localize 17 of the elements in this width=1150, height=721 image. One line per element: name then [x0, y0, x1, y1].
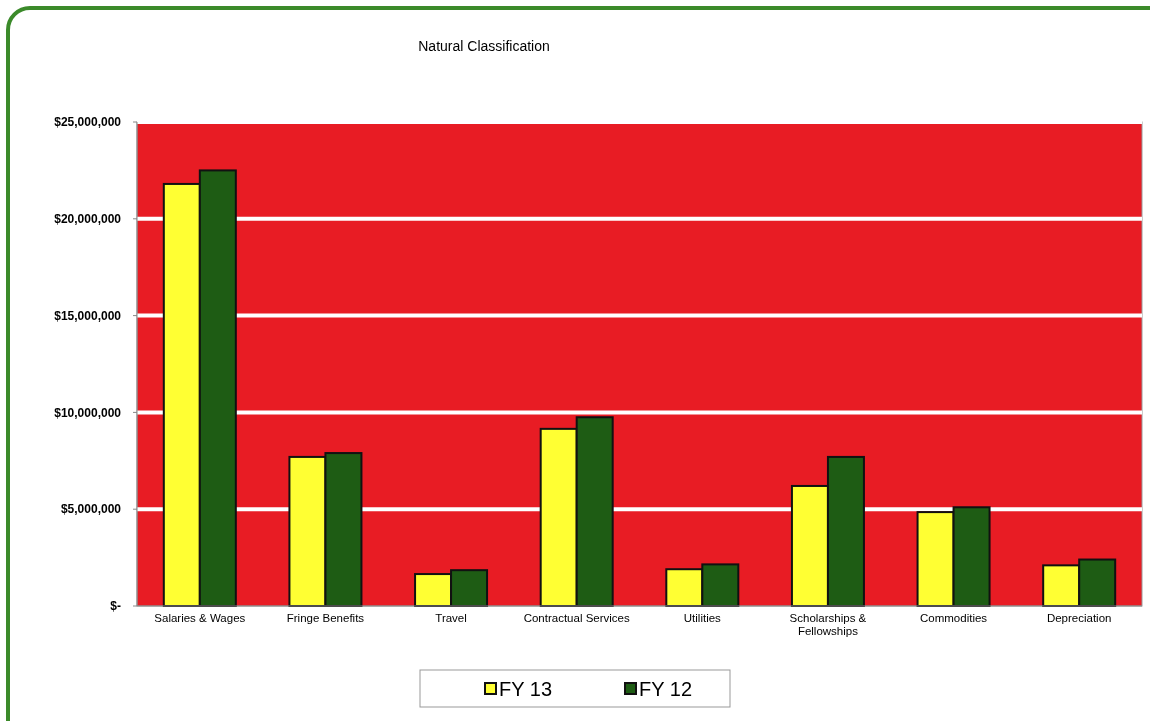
- legend-label: FY 13: [499, 678, 552, 700]
- y-tick-label: $20,000,000: [54, 212, 122, 226]
- x-tick-label: Travel: [435, 612, 467, 624]
- legend-label: FY 12: [639, 678, 692, 700]
- x-tick-label: Salaries & Wages: [154, 612, 246, 624]
- x-tick-label: Commodities: [920, 612, 988, 624]
- y-tick-label: $10,000,000: [54, 405, 122, 420]
- chart-title: Natural Classification: [418, 38, 550, 54]
- y-tick-label: $15,000,000: [54, 308, 122, 323]
- y-tick-label: $-: [110, 599, 121, 614]
- y-tick-label: $5,000,000: [60, 502, 122, 517]
- x-tick-label: Fringe Benefits: [286, 612, 365, 624]
- x-tick-label: Scholarships & Fellowships: [789, 612, 867, 637]
- y-tick-label: $25,000,000: [54, 115, 122, 130]
- x-tick-label: Depreciation: [1046, 612, 1112, 624]
- x-tick-label: Contractual Services: [523, 612, 630, 624]
- x-tick-label: Utilities: [683, 612, 722, 624]
